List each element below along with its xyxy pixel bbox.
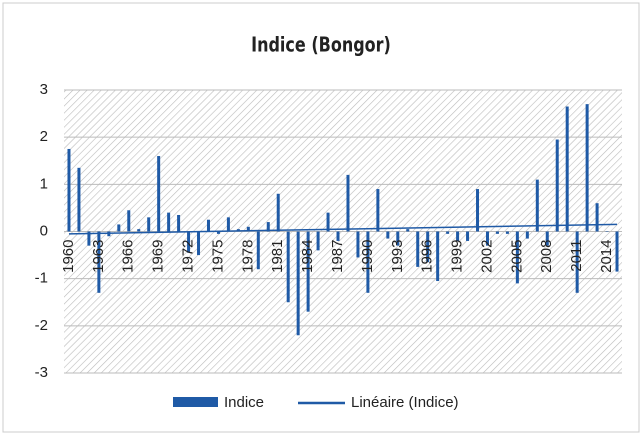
bar <box>97 231 101 293</box>
y-tick-label: 2 <box>40 128 48 145</box>
bar <box>545 231 549 246</box>
y-tick-label: -1 <box>35 270 48 287</box>
bar <box>585 104 589 232</box>
x-tick-label: 1960 <box>60 240 77 273</box>
x-tick-label: 1987 <box>329 240 346 273</box>
bar <box>157 156 161 232</box>
bar <box>246 226 250 232</box>
bar <box>326 212 330 232</box>
bar <box>216 231 220 234</box>
bar <box>266 222 270 232</box>
bar <box>595 203 599 232</box>
bar <box>67 148 71 232</box>
bar <box>77 167 81 232</box>
bar <box>426 231 430 263</box>
bar <box>485 231 489 246</box>
bar <box>495 231 499 234</box>
x-tick-label: 2008 <box>538 240 555 273</box>
bar <box>366 231 370 293</box>
bar <box>147 217 151 232</box>
x-tick-label: 1975 <box>209 240 226 273</box>
bar <box>406 229 410 232</box>
x-tick-label: 1999 <box>449 240 466 273</box>
bar <box>127 210 131 232</box>
x-tick-label: 1990 <box>359 240 376 273</box>
legend-swatch <box>173 397 218 407</box>
bar <box>376 189 380 232</box>
bar <box>197 231 201 256</box>
y-tick-label: 3 <box>40 81 48 98</box>
bar <box>137 229 141 232</box>
x-tick-label: 1978 <box>239 240 256 273</box>
x-tick-label: 1963 <box>90 240 107 273</box>
bar <box>316 231 320 251</box>
y-tick-label: 1 <box>40 175 48 192</box>
x-tick-label: 2005 <box>508 240 525 273</box>
bar <box>187 231 191 253</box>
bar <box>306 231 310 312</box>
bar <box>386 231 390 239</box>
bar <box>336 231 340 241</box>
bar <box>575 231 579 293</box>
bar <box>177 214 181 232</box>
x-tick-label: 1993 <box>389 240 406 273</box>
bar <box>535 179 539 232</box>
y-tick-label: -2 <box>35 317 48 334</box>
x-tick-label: 1984 <box>299 240 316 273</box>
x-tick-label: 2011 <box>568 240 585 272</box>
bar <box>286 231 290 303</box>
x-tick-label: 1996 <box>419 240 436 273</box>
bar <box>356 231 360 258</box>
x-tick-label: 2002 <box>478 240 495 273</box>
bar <box>87 231 91 246</box>
x-tick-label: 1981 <box>269 240 286 273</box>
bar <box>346 174 350 232</box>
bar <box>226 217 230 232</box>
bar <box>466 231 470 241</box>
bar <box>605 231 609 232</box>
bar <box>476 189 480 232</box>
bar <box>565 106 569 232</box>
bar <box>117 224 121 232</box>
bar <box>505 231 509 234</box>
legend-label: Indice <box>224 394 264 411</box>
x-tick-label: 1969 <box>150 240 167 273</box>
y-tick-label: -3 <box>35 364 48 381</box>
bar <box>416 231 420 267</box>
x-tick-label: 1966 <box>120 240 137 273</box>
bar <box>456 231 460 241</box>
y-tick-label: 0 <box>40 222 48 239</box>
bar <box>555 139 559 232</box>
x-tick-label: 2014 <box>598 240 615 273</box>
bar <box>296 231 300 336</box>
x-tick-label: 1972 <box>180 240 197 273</box>
bar <box>525 231 529 239</box>
bar <box>615 231 619 272</box>
bar <box>256 231 260 270</box>
bar <box>167 212 171 232</box>
bar <box>396 231 400 246</box>
bar <box>276 193 280 232</box>
chart-title: Indice (Bongor) <box>251 34 391 57</box>
bar <box>436 231 440 282</box>
bar <box>446 231 450 234</box>
bar <box>206 219 210 232</box>
legend-label: Linéaire (Indice) <box>351 394 459 411</box>
bar <box>515 231 519 284</box>
trend-line <box>68 223 618 235</box>
